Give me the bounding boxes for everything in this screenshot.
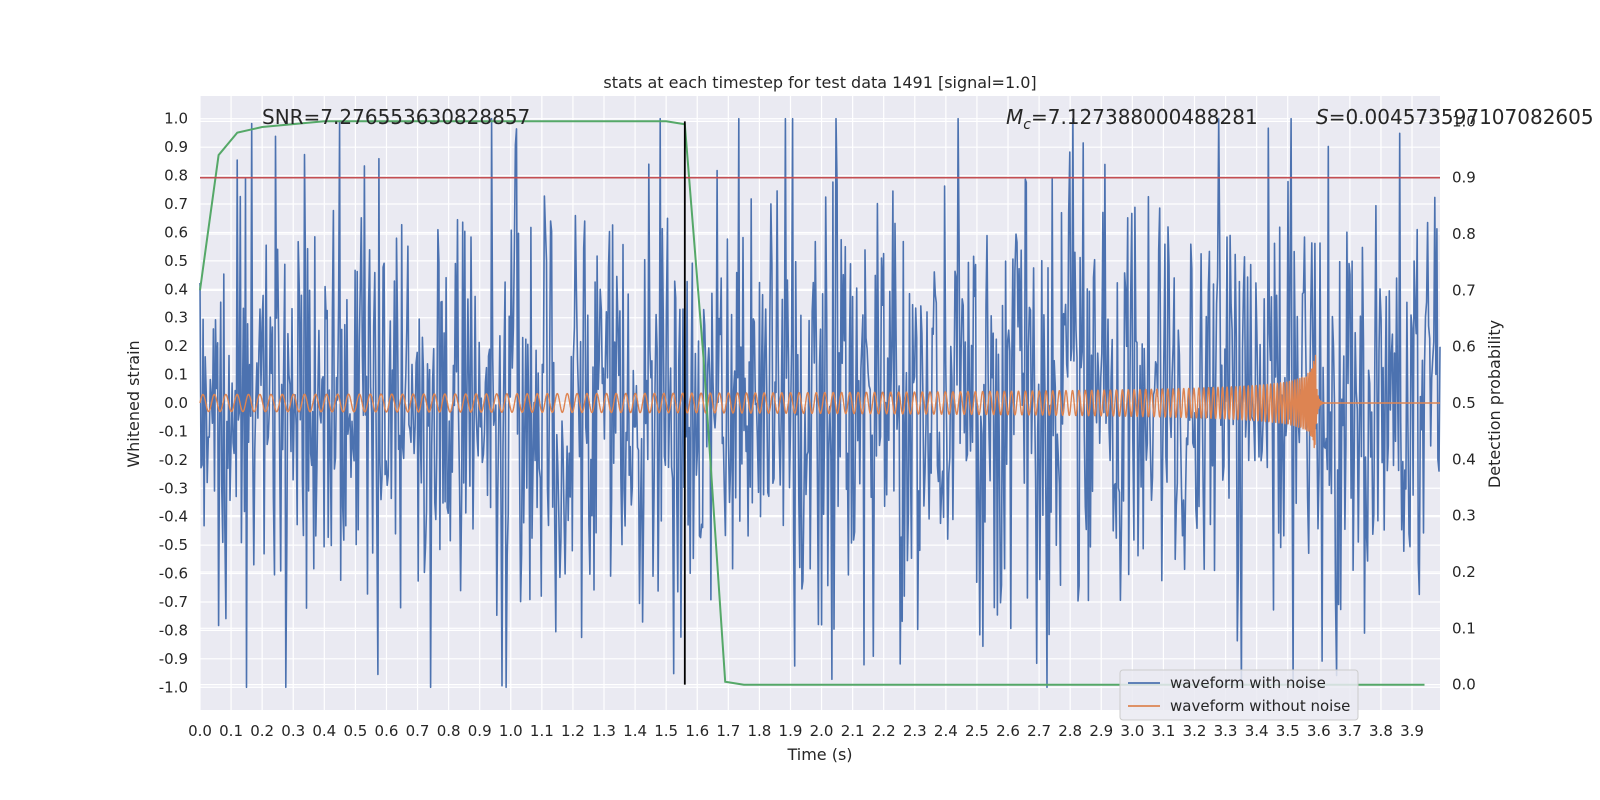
x-tick-label: 2.2	[872, 722, 896, 740]
x-tick-label: 2.0	[810, 722, 834, 740]
y2-tick-label: 0.0	[1452, 676, 1476, 694]
y-tick-label: -0.3	[159, 479, 188, 497]
mc-symbol: M	[1006, 105, 1023, 129]
y-tick-label: 0.9	[164, 138, 188, 156]
y-tick-label: 0.4	[164, 280, 188, 298]
x-tick-label: 1.9	[779, 722, 803, 740]
x-tick-label: 3.5	[1276, 722, 1300, 740]
s-annotation: S=0.004573597107082605	[1316, 105, 1594, 129]
x-tick-label: 1.2	[561, 722, 585, 740]
x-tick-label: 0.6	[375, 722, 399, 740]
y-tick-label: -0.5	[159, 536, 188, 554]
x-tick-label: 3.8	[1369, 722, 1393, 740]
x-tick-label: 0.3	[281, 722, 305, 740]
y-tick-label: 0.7	[164, 195, 188, 213]
y2-tick-label: 0.3	[1452, 507, 1476, 525]
s-symbol: S	[1316, 105, 1329, 129]
x-tick-label: 2.9	[1089, 722, 1113, 740]
x-tick-label: 0.1	[219, 722, 243, 740]
x-tick-label: 2.3	[903, 722, 927, 740]
x-tick-label: 0.5	[343, 722, 367, 740]
y-tick-label: 0.0	[164, 394, 188, 412]
y2-tick-label: 0.8	[1452, 225, 1476, 243]
clean-waveform-line	[199, 354, 1441, 449]
legend-box	[1119, 669, 1359, 721]
x-tick-label: 3.4	[1245, 722, 1269, 740]
x-tick-label: 2.8	[1058, 722, 1082, 740]
x-tick-label: 0.2	[250, 722, 274, 740]
y2-tick-label: 0.2	[1452, 563, 1476, 581]
y2-tick-label: 1.0	[1452, 112, 1476, 130]
x-axis-label: Time (s)	[786, 745, 852, 764]
y-axis-ticks: 1.0 0.9 0.8 0.7 0.6 0.5 0.4 0.3 0.2 0.1 0.0 -0.1 -0.…	[159, 110, 188, 697]
y-tick-label: 0.8	[164, 167, 188, 185]
y-tick-label: -0.4	[159, 508, 188, 526]
y-tick-label: -0.9	[159, 650, 188, 668]
x-tick-label: 3.6	[1307, 722, 1331, 740]
y-tick-label: 0.6	[164, 223, 188, 241]
snr-annotation: SNR=7.276553630828857	[262, 105, 530, 129]
x-tick-label: 3.0	[1120, 722, 1144, 740]
y-tick-label: -0.2	[159, 451, 188, 469]
mc-annotation: Mc=7.127388000488281	[1006, 105, 1258, 133]
x-tick-label: 0.7	[406, 722, 430, 740]
x-tick-label: 1.1	[530, 722, 554, 740]
y-tick-label: 1.0	[164, 110, 188, 128]
chart-title: stats at each timestep for test data 149…	[603, 73, 1036, 92]
y-tick-label: -0.7	[159, 593, 188, 611]
x-tick-label: 1.0	[499, 722, 523, 740]
y2-tick-label: 0.5	[1452, 394, 1476, 412]
mc-subscript: c	[1023, 117, 1031, 133]
x-tick-label: 3.3	[1214, 722, 1238, 740]
legend-label-clean: waveform without noise	[1170, 697, 1350, 715]
x-tick-label: 1.3	[592, 722, 616, 740]
x-tick-label: 0.8	[437, 722, 461, 740]
y2-tick-label: 0.7	[1452, 281, 1476, 299]
x-tick-label: 3.7	[1338, 722, 1362, 740]
y-tick-label: -0.1	[159, 422, 188, 440]
y2-tick-label: 0.4	[1452, 450, 1476, 468]
series-waveform-without-noise	[199, 354, 1441, 449]
x-axis-ticks: 0.0 0.1 0.2 0.3 0.4 0.5 0.6 0.7 0.8 0.9 1.0 1.1 1.2 1…	[188, 722, 1424, 740]
y-tick-label: -0.6	[159, 565, 188, 583]
x-tick-label: 2.5	[965, 722, 989, 740]
x-tick-label: 1.7	[716, 722, 740, 740]
x-tick-label: 1.4	[623, 722, 647, 740]
x-tick-label: 3.9	[1400, 722, 1424, 740]
overlay-lines	[200, 121, 1440, 685]
y2-tick-label: 0.9	[1452, 169, 1476, 187]
y-axis-label: Whitened strain	[124, 340, 143, 467]
mc-value: =7.127388000488281	[1031, 105, 1258, 129]
x-tick-label: 2.4	[934, 722, 958, 740]
x-tick-label: 2.7	[1027, 722, 1051, 740]
y2-tick-label: 0.6	[1452, 338, 1476, 356]
x-tick-label: 2.1	[841, 722, 865, 740]
legend: waveform with noise waveform without noi…	[1119, 669, 1359, 721]
x-tick-label: 0.9	[468, 722, 492, 740]
x-tick-label: 0.4	[312, 722, 336, 740]
x-tick-label: 3.2	[1183, 722, 1207, 740]
x-tick-label: 1.5	[654, 722, 678, 740]
y2-axis-ticks: 1.0 0.9 0.8 0.7 0.6 0.5 0.4 0.3 0.2 0.1 0.0	[1452, 112, 1476, 693]
y-tick-label: 0.5	[164, 252, 188, 270]
y-tick-label: 0.2	[164, 337, 188, 355]
x-tick-label: 2.6	[996, 722, 1020, 740]
y-tick-label: -0.8	[159, 621, 188, 639]
x-tick-label: 0.0	[188, 722, 212, 740]
y2-axis-label: Detection probability	[1485, 320, 1504, 488]
y-tick-label: 0.3	[164, 309, 188, 327]
y-tick-label: -1.0	[159, 678, 188, 696]
x-tick-label: 1.8	[747, 722, 771, 740]
y-tick-label: 0.1	[164, 366, 188, 384]
s-value: =0.004573597107082605	[1329, 105, 1594, 129]
legend-label-noise: waveform with noise	[1170, 674, 1326, 692]
x-tick-label: 3.1	[1151, 722, 1175, 740]
y2-tick-label: 0.1	[1452, 619, 1476, 637]
x-tick-label: 1.6	[685, 722, 709, 740]
